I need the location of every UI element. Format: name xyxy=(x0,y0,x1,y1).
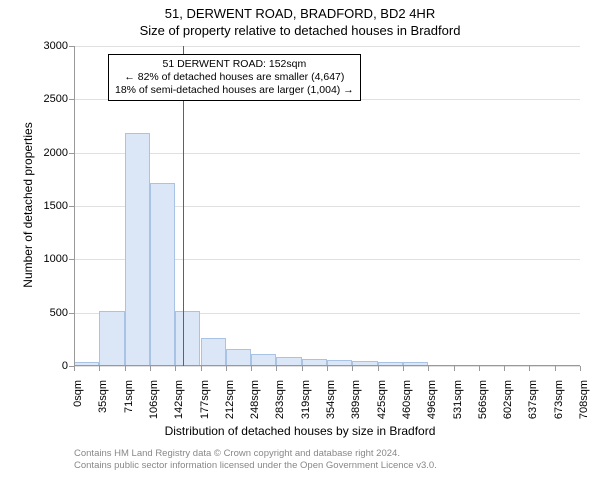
xtick-mark xyxy=(99,366,100,371)
xtick-mark xyxy=(150,366,151,371)
xtick-mark xyxy=(504,366,505,371)
xtick-label: 566sqm xyxy=(477,380,489,440)
info-line2: ← 82% of detached houses are smaller (4,… xyxy=(115,71,354,84)
footer-line2: Contains public sector information licen… xyxy=(74,460,437,472)
xtick-label: 177sqm xyxy=(199,380,211,440)
ytick-mark xyxy=(69,153,74,154)
y-axis-line xyxy=(74,46,75,366)
ytick-mark xyxy=(69,206,74,207)
info-line1: 51 DERWENT ROAD: 152sqm xyxy=(115,58,354,71)
footer-line1: Contains HM Land Registry data © Crown c… xyxy=(74,448,437,460)
xtick-mark xyxy=(175,366,176,371)
xtick-mark xyxy=(201,366,202,371)
title-sub: Size of property relative to detached ho… xyxy=(0,21,600,38)
xtick-label: 425sqm xyxy=(376,380,388,440)
info-line3: 18% of semi-detached houses are larger (… xyxy=(115,84,354,97)
xtick-mark xyxy=(302,366,303,371)
xtick-label: 248sqm xyxy=(249,380,261,440)
ytick-label: 2000 xyxy=(28,147,68,159)
xtick-mark xyxy=(251,366,252,371)
xtick-label: 106sqm xyxy=(148,380,160,440)
ytick-label: 3000 xyxy=(28,40,68,52)
xtick-label: 531sqm xyxy=(452,380,464,440)
histogram-bar xyxy=(175,311,200,366)
ytick-mark xyxy=(69,99,74,100)
xtick-label: 354sqm xyxy=(325,380,337,440)
xtick-mark xyxy=(226,366,227,371)
ytick-label: 500 xyxy=(28,307,68,319)
xtick-label: 389sqm xyxy=(350,380,362,440)
histogram-bar xyxy=(99,311,124,366)
ytick-label: 2500 xyxy=(28,93,68,105)
xtick-mark xyxy=(428,366,429,371)
ytick-label: 0 xyxy=(28,360,68,372)
xtick-mark xyxy=(454,366,455,371)
histogram-bar xyxy=(150,183,175,366)
xtick-label: 460sqm xyxy=(401,380,413,440)
ytick-label: 1000 xyxy=(28,253,68,265)
xtick-mark xyxy=(378,366,379,371)
xtick-label: 212sqm xyxy=(224,380,236,440)
ytick-mark xyxy=(69,313,74,314)
xtick-mark xyxy=(327,366,328,371)
histogram-bar xyxy=(226,349,251,366)
xtick-mark xyxy=(403,366,404,371)
info-box: 51 DERWENT ROAD: 152sqm← 82% of detached… xyxy=(108,54,361,101)
ytick-label: 1500 xyxy=(28,200,68,212)
chart-container: 51, DERWENT ROAD, BRADFORD, BD2 4HR Size… xyxy=(0,0,600,500)
xtick-label: 602sqm xyxy=(502,380,514,440)
ytick-mark xyxy=(69,259,74,260)
xtick-mark xyxy=(352,366,353,371)
xtick-mark xyxy=(276,366,277,371)
xtick-label: 673sqm xyxy=(553,380,565,440)
xtick-label: 319sqm xyxy=(300,380,312,440)
xtick-label: 637sqm xyxy=(527,380,539,440)
histogram-bar xyxy=(125,133,150,366)
title-main: 51, DERWENT ROAD, BRADFORD, BD2 4HR xyxy=(0,0,600,21)
xtick-label: 708sqm xyxy=(578,380,590,440)
xtick-label: 142sqm xyxy=(173,380,185,440)
xtick-label: 35sqm xyxy=(97,380,109,440)
ytick-mark xyxy=(69,46,74,47)
xtick-mark xyxy=(580,366,581,371)
xtick-mark xyxy=(555,366,556,371)
xtick-mark xyxy=(125,366,126,371)
histogram-bar xyxy=(201,338,226,366)
xtick-mark xyxy=(74,366,75,371)
footer-attribution: Contains HM Land Registry data © Crown c… xyxy=(74,448,437,473)
gridline xyxy=(74,153,580,154)
xtick-label: 496sqm xyxy=(426,380,438,440)
gridline xyxy=(74,46,580,47)
xtick-label: 71sqm xyxy=(123,380,135,440)
xtick-label: 0sqm xyxy=(72,380,84,440)
xtick-label: 283sqm xyxy=(274,380,286,440)
xtick-mark xyxy=(479,366,480,371)
xtick-mark xyxy=(529,366,530,371)
